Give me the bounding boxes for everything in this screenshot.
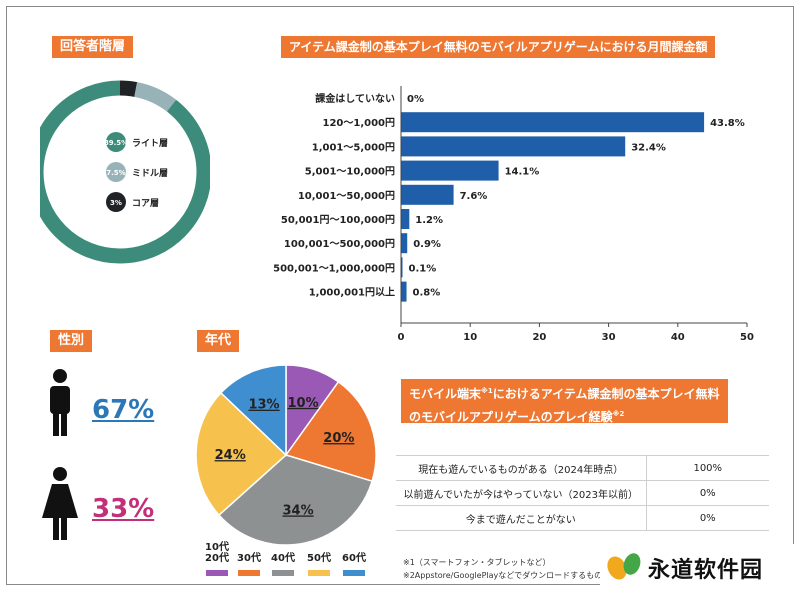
x-tick-label: 10 — [463, 332, 477, 343]
bar — [401, 281, 407, 302]
age-legend-label: 30代 — [237, 553, 261, 564]
value-label: 14.1% — [505, 167, 540, 178]
male-icon — [50, 369, 70, 436]
pie-slice — [217, 454, 374, 546]
experience-title-part3: のモバイルアプリゲームのプレイ経験 — [409, 410, 613, 424]
category-label: 100,001～500,000円 — [284, 238, 395, 250]
legend-label: ミドル層 — [132, 167, 168, 179]
value-cell: 100% — [646, 455, 769, 481]
x-tick-label: 50 — [740, 332, 754, 343]
table-row: 現在も遊んでいるものがある（2024年時点） 100% — [396, 455, 769, 481]
experience-title-part1: モバイル端末 — [409, 387, 482, 401]
legend-swatch — [106, 132, 126, 152]
experience-note-ref-2: ※2 — [612, 410, 625, 418]
value-label: 0.1% — [409, 263, 437, 274]
bar — [401, 112, 705, 133]
value-label: 32.4% — [631, 142, 666, 153]
watermark-logo-icon — [607, 553, 641, 580]
age-legend-item: 10代 20代 — [200, 542, 234, 564]
age-legend-item: 40代 — [266, 553, 300, 564]
category-label: 500,001～1,000,000円 — [273, 262, 395, 274]
question-cell: 現在も遊んでいるものがある（2024年時点） — [396, 455, 647, 481]
value-cell: 0% — [646, 480, 769, 506]
bar-chart-title: アイテム課金制の基本プレイ無料のモバイルアプリゲームにおける月間課金額 — [281, 36, 716, 58]
value-cell: 0% — [646, 505, 769, 531]
age-pie: 10% 20% 34% 24% 13% — [195, 364, 377, 546]
table-row: 以前遊んでいたが今はやっていない（2023年以前） 0% — [396, 480, 769, 506]
pie-label: 34% — [282, 503, 313, 518]
bar — [401, 136, 626, 157]
gender-title: 性別 — [50, 330, 93, 352]
pie-label: 24% — [215, 448, 246, 463]
value-label: 7.6% — [460, 191, 488, 202]
age-legend-swatch — [343, 570, 365, 576]
age-legend-swatch — [206, 570, 228, 576]
category-label: 1,001～5,000円 — [312, 141, 395, 153]
watermark-text: 永道软件园 — [648, 557, 764, 583]
bar — [401, 160, 499, 181]
table-row: 今まで遊んだことがない 0% — [396, 505, 769, 531]
x-tick-label: 40 — [671, 332, 685, 343]
value-label: 0.8% — [413, 288, 441, 299]
age-legend-label: 60代 — [342, 553, 366, 564]
question-cell: 以前遊んでいたが今はやっていない（2023年以前） — [396, 480, 647, 506]
bar — [401, 209, 410, 229]
legend-badge: 3% — [110, 199, 122, 207]
legend-badge: 89.5% — [104, 139, 128, 147]
age-legend-item: 50代 — [302, 553, 336, 564]
watermark: 永道软件园 — [600, 544, 796, 588]
age-title: 年代 — [197, 330, 240, 352]
value-label: 0% — [407, 94, 424, 105]
pie-slice — [195, 391, 288, 517]
bar — [401, 233, 408, 254]
bar — [401, 257, 403, 278]
footnote-1: ※1（スマートフォン・タブレットなど） — [403, 558, 551, 567]
experience-title: モバイル端末※1におけるアイテム課金制の基本プレイ無料 のモバイルアプリゲームの… — [401, 379, 728, 424]
legend-badge: 7.5% — [106, 169, 125, 177]
bar-chart: 課金はしていない 0% 120～1,000円 43.8% 1,001～5,000円 32.… — [273, 86, 754, 343]
value-label: 0.9% — [413, 239, 441, 250]
experience-note-ref-1: ※1 — [481, 387, 493, 395]
age-legend-label: 40代 — [271, 553, 295, 564]
legend-label: コア層 — [132, 197, 159, 209]
respondent-title: 回答者階層 — [52, 36, 134, 58]
donut-segment-light — [40, 80, 210, 264]
age-legend-swatch — [308, 570, 330, 576]
question-cell: 今まで遊んだことがない — [396, 505, 647, 531]
footnote-2: ※2Appstore/GooglePlayなどでダウンロードするもの — [403, 571, 603, 580]
age-legend-swatch — [272, 570, 294, 576]
x-tick-label: 30 — [602, 332, 616, 343]
pie-label: 10% — [288, 396, 319, 411]
category-label: 5,001～10,000円 — [305, 166, 395, 178]
age-legend-item: 60代 — [337, 553, 371, 564]
legend-swatch — [106, 162, 126, 182]
legend-swatch — [106, 192, 126, 212]
age-legend-label: 20代 — [205, 553, 229, 564]
pie-label: 13% — [248, 398, 279, 413]
female-icon — [42, 467, 78, 540]
experience-title-part2: におけるアイテム課金制の基本プレイ無料 — [492, 387, 720, 401]
pie-slice — [284, 380, 377, 483]
value-label: 1.2% — [415, 215, 443, 226]
pie-slice — [219, 364, 287, 457]
x-tick-label: 0 — [398, 332, 405, 343]
respondent-donut: 89.5% ライト層 7.5% ミドル層 3% コア層 — [40, 80, 210, 264]
female-percentage: 33% — [92, 494, 155, 524]
age-legend-label: 10代 — [205, 542, 229, 553]
legend-label: ライト層 — [132, 137, 168, 149]
category-label: 120～1,000円 — [322, 117, 395, 129]
category-label: 1,000,001円以上 — [309, 286, 395, 299]
x-tick-label: 20 — [532, 332, 546, 343]
age-legend-label: 50代 — [307, 553, 331, 564]
category-label: 10,001～50,000円 — [298, 190, 395, 202]
category-label: 課金はしていない — [315, 92, 395, 105]
age-legend-item: 30代 — [232, 553, 266, 564]
male-percentage: 67% — [92, 395, 155, 425]
experience-table: 現在も遊んでいるものがある（2024年時点） 100% 以前遊んでいたが今はやっ… — [396, 455, 769, 531]
value-label: 43.8% — [710, 118, 745, 129]
age-legend-swatch — [238, 570, 260, 576]
bar — [401, 184, 454, 205]
category-label: 50,001円～100,000円 — [281, 214, 395, 226]
pie-label: 20% — [323, 431, 354, 446]
